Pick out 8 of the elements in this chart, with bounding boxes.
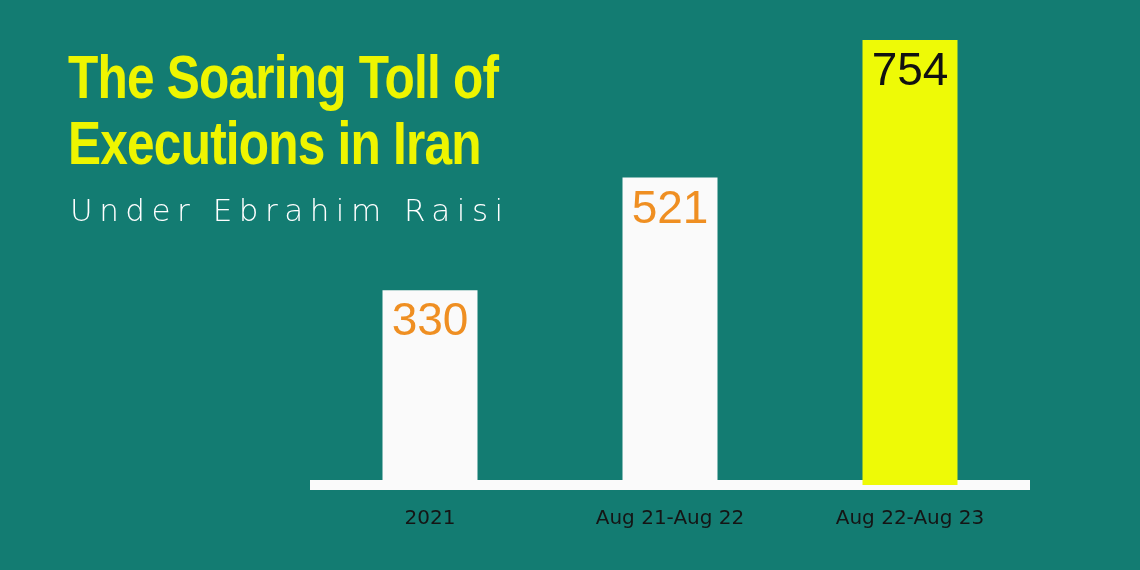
text: The Soaring Toll of Executions in Iran: [68, 42, 500, 177]
x-tick-label: 2021: [404, 505, 456, 529]
data-label: 521: [631, 180, 709, 233]
data-label: 754: [871, 43, 949, 95]
text: Under Ebrahim Raisi: [70, 192, 510, 228]
x-tick-label: Aug 21-Aug 22: [595, 505, 745, 529]
data-label: 330: [391, 293, 469, 346]
x-tick-label: Aug 22-Aug 23: [835, 505, 985, 529]
